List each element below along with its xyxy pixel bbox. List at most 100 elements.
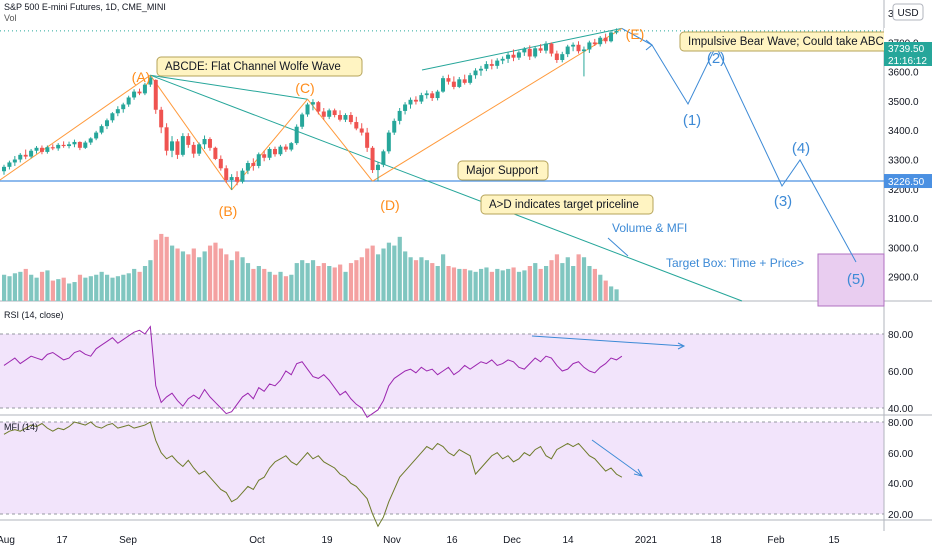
candle-body [56,144,61,149]
price-tick-label: 2900.0 [888,273,919,284]
volume-bar [603,280,608,301]
candle-body [446,78,451,82]
candle-body [413,99,418,102]
volume-bar [424,260,429,301]
candle-body [403,104,408,111]
candle-body [489,64,494,66]
volume-bar [576,254,581,301]
candle-body [278,146,283,155]
currency-badge [892,3,924,21]
volume-bar [495,268,500,301]
rsi-title: RSI (14, close) [4,310,64,320]
rsi-line [3,325,623,418]
volume-mfi-pointer [607,237,629,257]
volume-bar [462,268,467,301]
mfi-band [0,422,884,514]
time-tick-label: Oct [249,535,265,546]
candle-body [310,102,315,105]
candle-body [148,77,153,85]
mfi-tick-label: 40.00 [888,479,913,490]
candle-body [164,127,169,151]
candle-body [50,147,55,149]
candle-body [88,138,93,143]
volume-bar [207,245,213,301]
candle-body [571,44,576,47]
callout-impulse-text: Impulsive Bear Wave; Could take ABC [688,36,884,48]
candle-body [565,46,570,55]
volume-bar [370,245,375,301]
candle-body [511,54,516,58]
volume-bar [39,271,45,301]
candle-body [207,139,212,148]
candle-body [245,163,250,171]
volume-bar [338,264,343,301]
rsi-tick-label: 80.00 [888,330,913,341]
volume-bar [413,260,419,301]
volume-bar [473,271,478,301]
price-tick-label: 3200.0 [888,185,919,196]
volume-bar [2,274,7,301]
volume-bar [61,277,66,301]
candle-body [359,128,364,133]
candle-body [544,43,548,51]
candle-body [34,147,39,151]
volume-bar [99,271,104,301]
candle-body [175,141,180,155]
projection-label-5: (5) [847,271,865,288]
volume-label: Vol [4,13,17,23]
volume-bar [88,276,93,301]
volume-bar [522,270,527,301]
volume-bar [375,254,381,301]
volume-bar [348,263,354,301]
time-tick-label: Feb [767,535,785,546]
channel-line-ac [150,74,308,100]
candle-body [224,168,229,180]
time-tick-label: Sep [119,535,137,546]
candle-body [186,136,191,145]
symbol-header: S&P 500 E-mini Futures, 1D, CME_MINI [4,2,166,12]
candle-body [229,177,234,180]
candle-body [587,42,592,50]
candle-body [45,147,50,152]
candle-body [99,126,104,133]
volume-bar [457,268,462,301]
volume-bar [332,267,337,301]
candle-body [2,166,6,172]
volume-bar [609,286,614,301]
volume-bar [56,279,61,301]
candle-body [240,170,245,182]
volume-bar [213,242,218,301]
candle-body [478,68,483,71]
volume-bar [148,260,153,301]
volume-bar [294,263,299,301]
candle-body [142,84,147,94]
candle-body [354,122,359,129]
candle-body [598,37,603,45]
rsi-tick-label: 40.00 [888,404,913,415]
candle-body [609,32,614,42]
volume-bar [262,268,267,301]
time-tick-label: 2021 [635,535,658,546]
channel-line-e [421,27,622,71]
volume-bar [186,254,191,301]
volume-bar [581,257,587,301]
volume-bar [446,266,451,301]
candle-body [67,144,72,147]
time-tick-label: Aug [0,535,15,546]
volume-bar [170,245,175,301]
volume-bar [251,268,256,301]
volume-bar [115,276,121,301]
mfi-tick-label: 60.00 [888,449,913,460]
mfi-divergence-arrow [633,468,644,477]
wave-label-d: (D) [380,197,399,213]
candle-body [132,91,137,98]
candle-body [522,48,527,53]
volume-bar [310,260,316,301]
price-tick-label: 3300.0 [888,156,919,167]
candle-body [18,154,23,160]
candle-body [576,44,581,52]
candle-body [375,164,380,171]
candle-body [94,132,99,139]
